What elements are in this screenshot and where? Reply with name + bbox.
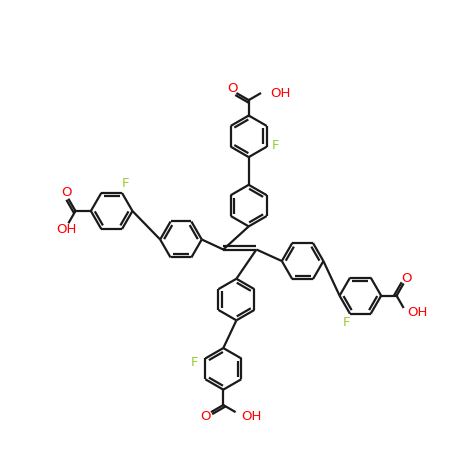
Text: F: F [342,316,350,330]
Text: OH: OH [241,410,262,424]
Text: O: O [61,186,72,199]
Text: O: O [402,273,412,285]
Text: O: O [227,82,238,95]
Text: OH: OH [407,306,427,319]
Text: OH: OH [57,223,77,236]
Text: OH: OH [270,87,290,100]
Text: F: F [121,177,129,190]
Text: F: F [191,356,198,369]
Text: F: F [272,139,280,152]
Text: O: O [200,410,210,424]
